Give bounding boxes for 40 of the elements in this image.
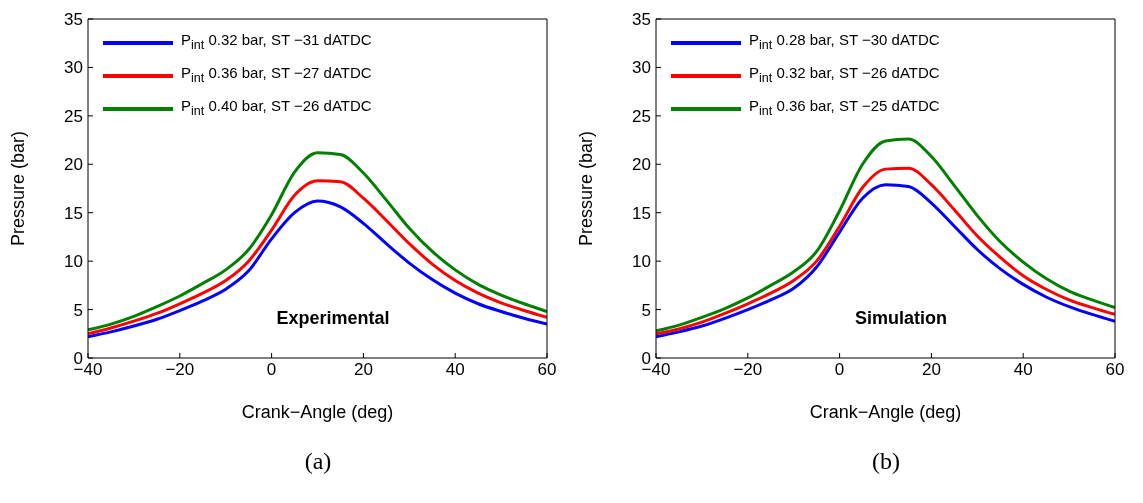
x-tick-label: 40 (1013, 360, 1033, 380)
x-tick-label: 60 (537, 360, 557, 380)
legend-label: P$_{int}$ 0.28 bar, ST −30 dATDC (749, 30, 940, 54)
x-tick-label: 0 (266, 360, 277, 380)
x-axis-title: Crank−Angle (deg) (809, 402, 962, 422)
y-axis-title: Pressure (bar) (576, 130, 597, 247)
y-tick-label: 20 (64, 155, 83, 175)
x-tick-label: −20 (733, 360, 763, 380)
x-tick-label: 0 (834, 360, 845, 380)
x-tick-label: 20 (921, 360, 941, 380)
y-tick-label: 10 (632, 252, 651, 272)
line-series (88, 151, 547, 332)
y-tick-label: 35 (64, 10, 83, 30)
text: (b) (871, 448, 901, 475)
y-tick-label: 10 (64, 252, 83, 272)
legend-label: P$_{int}$ 0.32 bar, ST −31 dATDC (181, 30, 372, 54)
y-tick-label: 15 (632, 203, 651, 223)
y-tick-label: 25 (64, 106, 83, 126)
x-tick-label: 40 (445, 360, 465, 380)
x-tick-label: 20 (353, 360, 373, 380)
y-axis-title: Pressure (bar) (8, 130, 29, 247)
legend-label: P$_{int}$ 0.36 bar, ST −27 dATDC (181, 63, 372, 87)
y-tick-label: 5 (641, 300, 651, 320)
text: (a) (303, 448, 333, 475)
y-tick-label: 20 (632, 155, 651, 175)
y-tick-label: 30 (632, 58, 651, 78)
x-tick-label: −20 (165, 360, 195, 380)
legend-label: P$_{int}$ 0.36 bar, ST −25 dATDC (749, 96, 940, 120)
legend-label: P$_{int}$ 0.40 bar, ST −26 dATDC (181, 96, 372, 120)
y-tick-label: 15 (64, 203, 83, 223)
y-tick-label: 35 (632, 10, 651, 30)
y-tick-label: 25 (632, 106, 651, 126)
legend-label: P$_{int}$ 0.32 bar, ST −26 dATDC (749, 63, 940, 87)
x-tick-label: 60 (1105, 360, 1125, 380)
x-axis-title: Crank−Angle (deg) (241, 402, 394, 422)
annotation: Experimental (275, 308, 391, 329)
annotation: Simulation (854, 308, 948, 329)
line-series (656, 137, 1115, 333)
y-tick-label: 30 (64, 58, 83, 78)
y-tick-label: 5 (73, 300, 83, 320)
